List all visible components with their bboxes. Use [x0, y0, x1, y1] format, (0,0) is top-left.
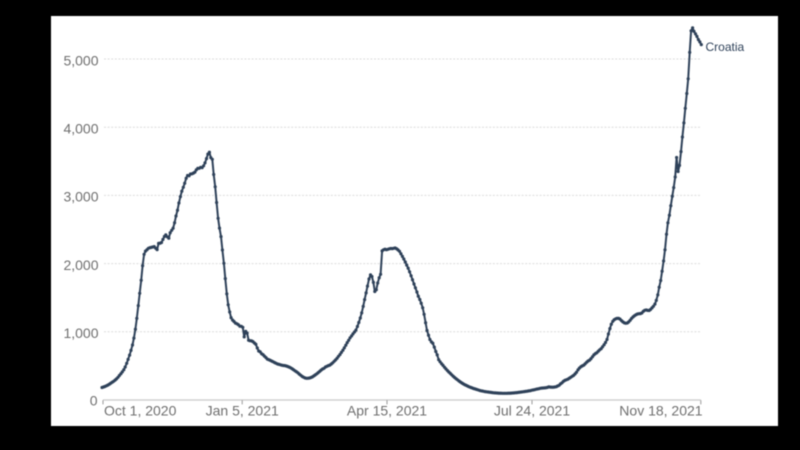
- svg-text:4,000: 4,000: [63, 121, 98, 137]
- svg-text:3,000: 3,000: [63, 189, 98, 205]
- svg-text:Jan 5, 2021: Jan 5, 2021: [206, 403, 279, 419]
- svg-text:Jul 24, 2021: Jul 24, 2021: [494, 403, 570, 419]
- svg-text:5,000: 5,000: [63, 52, 98, 68]
- svg-text:1,000: 1,000: [63, 325, 98, 341]
- svg-text:0: 0: [90, 392, 98, 408]
- svg-text:Apr 15, 2021: Apr 15, 2021: [347, 403, 427, 419]
- svg-text:2,000: 2,000: [63, 257, 98, 273]
- svg-text:Croatia: Croatia: [706, 40, 745, 54]
- svg-text:Nov 18, 2021: Nov 18, 2021: [619, 403, 702, 419]
- svg-text:Oct 1, 2020: Oct 1, 2020: [104, 403, 177, 419]
